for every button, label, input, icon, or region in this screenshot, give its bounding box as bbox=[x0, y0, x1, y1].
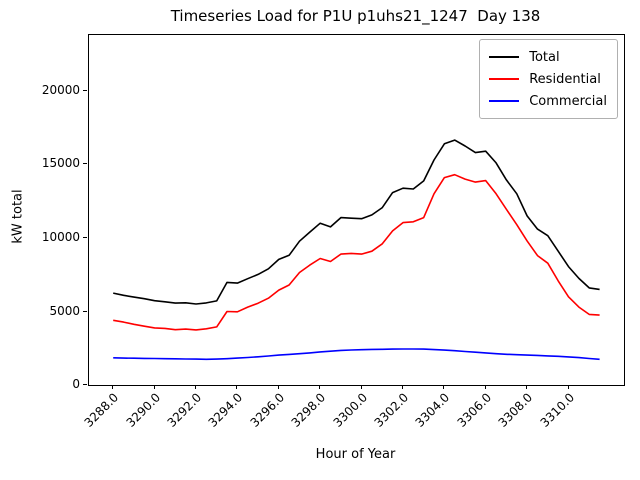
legend-entry-total: Total bbox=[489, 46, 607, 68]
y-tick-label: 0 bbox=[72, 377, 80, 391]
legend-line-swatch-total bbox=[489, 56, 520, 58]
legend-label-residential: Residential bbox=[529, 71, 601, 87]
legend-label-commercial: Commercial bbox=[529, 93, 607, 109]
series-line-total bbox=[113, 139, 600, 305]
x-axis-label: Hour of Year bbox=[315, 447, 396, 462]
legend-line-swatch-commercial bbox=[489, 100, 520, 102]
x-tick-mark bbox=[319, 385, 321, 389]
plot-area: Total Residential Commercial bbox=[88, 34, 625, 386]
x-tick-mark bbox=[402, 385, 403, 389]
y-tick-mark bbox=[83, 384, 87, 385]
legend-entry-commercial: Commercial bbox=[489, 90, 607, 112]
y-tick-mark bbox=[83, 236, 87, 238]
series-line-commercial bbox=[113, 348, 600, 361]
y-tick-mark bbox=[83, 310, 87, 312]
chart-title: Timeseries Load for P1U p1uhs21_1247 Day… bbox=[170, 7, 541, 25]
legend-line-swatch-residential bbox=[489, 78, 520, 80]
y-tick-mark bbox=[83, 163, 87, 165]
y-tick-label: 20000 bbox=[41, 82, 80, 97]
x-tick-mark bbox=[277, 385, 279, 389]
series-line-residential bbox=[113, 173, 600, 331]
plot-canvas bbox=[113, 139, 600, 361]
y-tick-mark bbox=[83, 89, 87, 91]
legend: Total Residential Commercial bbox=[479, 39, 618, 119]
x-tick-mark bbox=[153, 385, 155, 389]
x-tick-mark bbox=[526, 385, 528, 389]
y-axis-label: kW total bbox=[10, 189, 26, 244]
legend-entry-residential: Residential bbox=[489, 68, 607, 90]
y-tick-label: 15000 bbox=[41, 156, 80, 171]
legend-label-total: Total bbox=[529, 49, 560, 65]
y-tick-label: 10000 bbox=[41, 229, 80, 244]
x-tick-mark bbox=[360, 385, 362, 389]
x-tick-mark bbox=[567, 385, 569, 389]
y-tick-label: 5000 bbox=[49, 303, 80, 318]
x-tick-mark bbox=[443, 385, 445, 389]
x-tick-mark bbox=[484, 385, 486, 389]
x-tick-mark bbox=[195, 385, 196, 389]
x-tick-mark bbox=[236, 385, 238, 389]
x-tick-mark bbox=[112, 385, 114, 389]
